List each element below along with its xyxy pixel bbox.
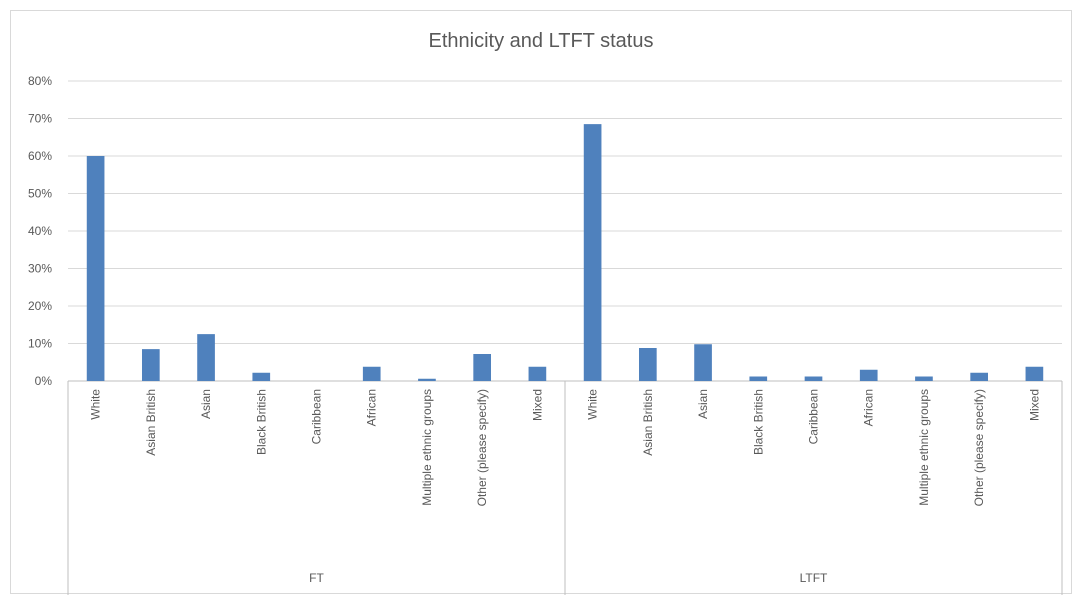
x-category-label: Multiple ethnic groups <box>917 389 931 506</box>
bar <box>970 372 989 381</box>
y-tick-label: 50% <box>28 187 52 201</box>
chart-title: Ethnicity and LTFT status <box>429 30 654 52</box>
bar <box>362 366 381 381</box>
bar <box>583 124 602 381</box>
bar <box>418 378 436 381</box>
y-tick-label: 40% <box>28 224 52 238</box>
chart-frame <box>10 10 1072 594</box>
x-category-label: Other (please specify) <box>972 389 986 506</box>
bar <box>86 156 105 381</box>
bar <box>749 376 768 381</box>
x-category-label: Asian British <box>144 389 158 456</box>
x-category-label: Asian <box>696 389 710 419</box>
bar <box>859 369 878 381</box>
x-category-label: Asian British <box>641 389 655 456</box>
x-category-label: Mixed <box>1027 389 1041 421</box>
x-category-label: Multiple ethnic groups <box>420 389 434 506</box>
x-category-label: African <box>862 389 876 426</box>
x-category-label: White <box>89 389 103 420</box>
bar <box>197 334 215 381</box>
bar <box>528 366 547 381</box>
y-tick-label: 70% <box>28 112 52 126</box>
bar <box>915 376 933 381</box>
x-axis: White Asian British Asian Black British Cari… <box>67 381 1063 595</box>
x-category-label: Caribbean <box>310 389 324 444</box>
bar <box>638 348 657 381</box>
y-tick-label: 30% <box>28 262 52 276</box>
y-tick-label: 20% <box>28 299 52 313</box>
bar <box>804 376 823 381</box>
y-tick-label: 10% <box>28 337 52 351</box>
x-group-label: FT <box>309 571 324 585</box>
bar <box>694 344 712 381</box>
gridlines <box>68 80 1062 382</box>
bar <box>252 372 271 381</box>
x-category-label: Asian <box>199 389 213 419</box>
x-category-label: Other (please specify) <box>475 389 489 506</box>
x-category-label: Caribbean <box>807 389 821 444</box>
x-category-label: Black British <box>751 389 765 455</box>
y-axis-ticks: 0% 10% 20% 30% 40% 50% 60% 70% 80% <box>28 74 52 388</box>
y-tick-label: 80% <box>28 74 52 88</box>
x-category-label: Mixed <box>530 389 544 421</box>
x-category-label: White <box>586 389 600 420</box>
bars <box>86 124 1044 381</box>
x-group-label: LTFT <box>800 571 828 585</box>
bar <box>473 354 492 381</box>
x-category-label: Black British <box>254 389 268 455</box>
bar <box>1025 366 1044 381</box>
y-tick-label: 60% <box>28 149 52 163</box>
bar <box>141 349 160 381</box>
x-category-label: African <box>365 389 379 426</box>
y-tick-label: 0% <box>35 374 53 388</box>
